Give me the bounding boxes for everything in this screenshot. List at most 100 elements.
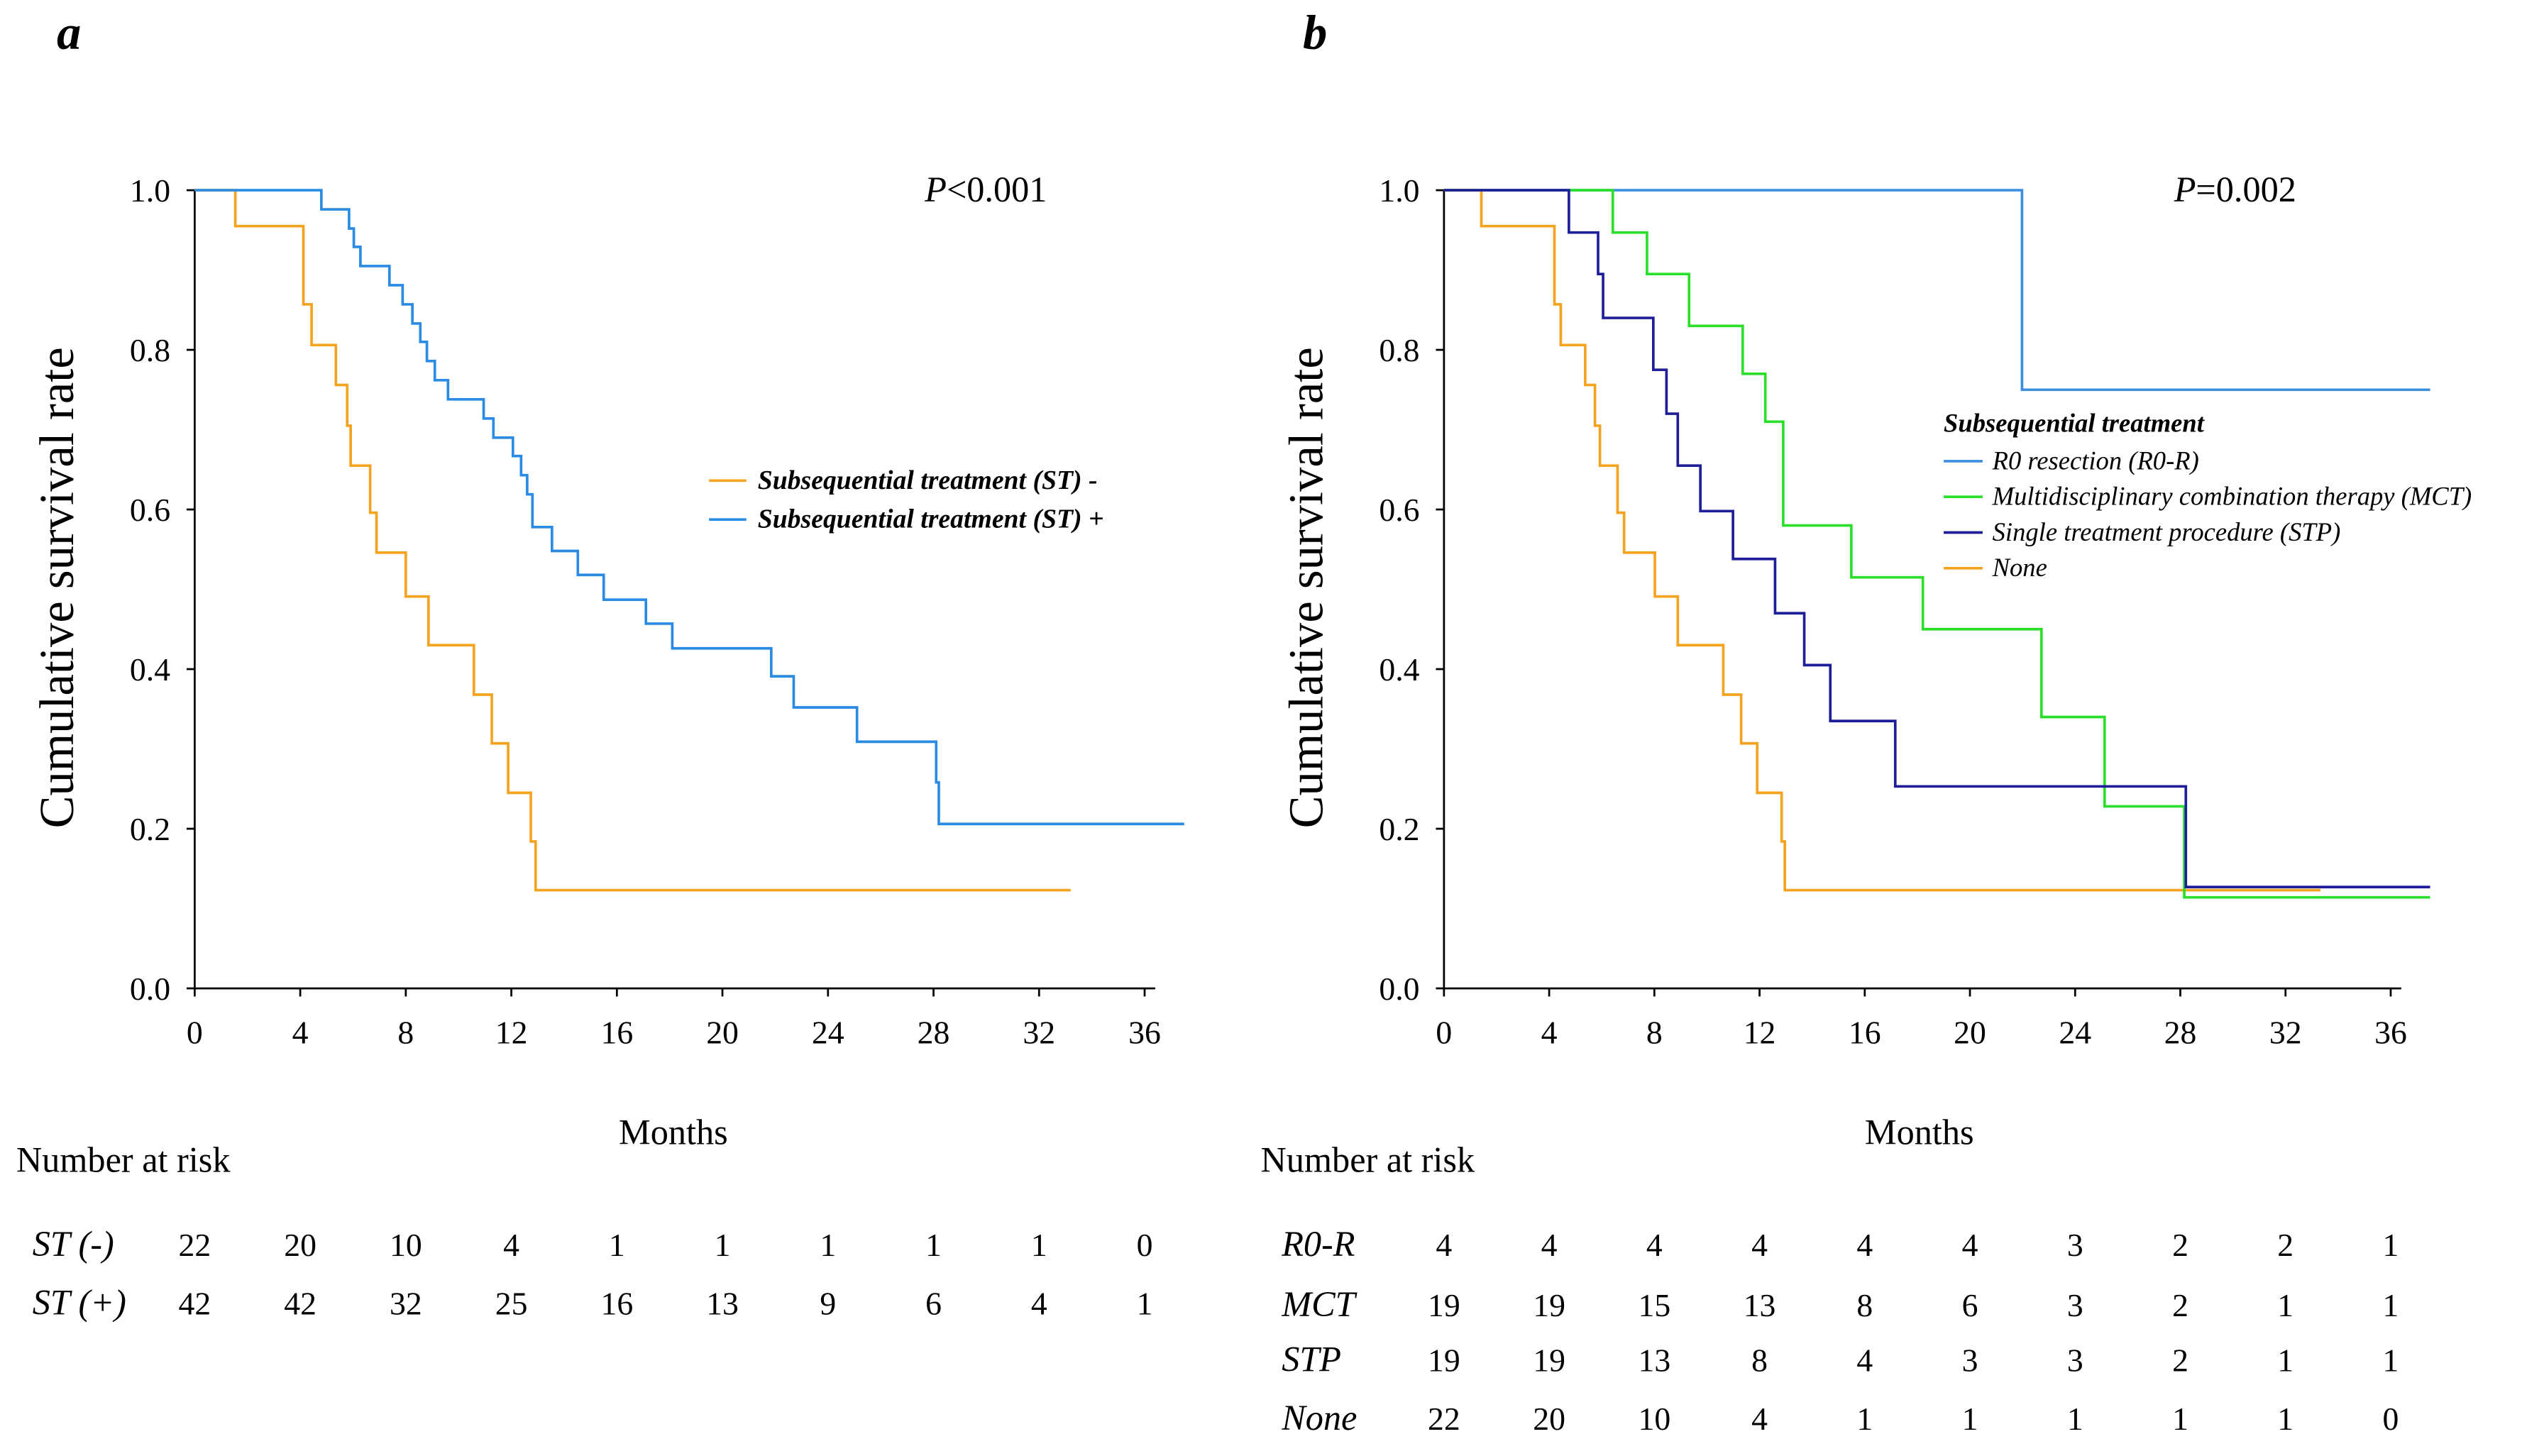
x-tick-label: 24 — [2059, 1015, 2091, 1051]
risk-value: 1 — [1962, 1401, 1978, 1437]
x-tick-label: 32 — [2269, 1015, 2302, 1051]
risk-value: 0 — [1137, 1227, 1153, 1263]
plot-area-b: 0 4 8 12 16 20 24 28 32 360.00.20.40.60.81.0R0 re… — [1281, 172, 2472, 1438]
risk-value: 2 — [2277, 1227, 2294, 1263]
risk-value: 42 — [284, 1286, 316, 1322]
x-axis-label-b: Months — [1865, 1112, 1974, 1152]
risk-value: 1 — [2383, 1287, 2399, 1323]
p-symbol: P — [2174, 170, 2196, 209]
risk-row-label: ST (-) — [33, 1224, 114, 1264]
risk-value: 10 — [390, 1227, 422, 1263]
risk-value: 4 — [1541, 1227, 1558, 1263]
x-tick-label: 0 — [1436, 1015, 1452, 1051]
risk-value: 2 — [2172, 1287, 2188, 1323]
y-tick-label: 1.0 — [130, 172, 170, 209]
legend-label: Single treatment procedure (STP) — [1993, 517, 2341, 546]
risk-value: 1 — [2172, 1401, 2188, 1437]
risk-value: 1 — [715, 1227, 731, 1263]
risk-row-label: STP — [1282, 1340, 1341, 1379]
risk-value: 4 — [1751, 1401, 1768, 1437]
risk-value: 1 — [609, 1227, 625, 1263]
risk-value: 1 — [2383, 1227, 2399, 1263]
y-tick-label: 0.2 — [130, 811, 170, 847]
risk-row-label: R0-R — [1281, 1224, 1355, 1264]
plot-area-a: 0 4 8 12 16 20 24 28 32 360.00.20.40.60.81.0Subse… — [33, 172, 1184, 1323]
risk-value: 1 — [820, 1227, 836, 1263]
survival-curve-none — [1443, 189, 2321, 892]
y-tick-label: 1.0 — [1379, 172, 1419, 209]
y-tick-label: 0.0 — [130, 971, 170, 1007]
x-tick-label: 16 — [1849, 1015, 1881, 1051]
x-tick-label: 16 — [600, 1015, 633, 1051]
panel-b: b P=0.002 Cumulative survival rate Month… — [1260, 6, 2472, 1438]
risk-value: 20 — [284, 1227, 316, 1263]
x-tick-label: 20 — [706, 1015, 739, 1051]
risk-table-title-a: Number at risk — [16, 1140, 231, 1179]
survival-curve-multidisciplinary-combination-therapy-mct — [1443, 189, 2430, 899]
legend-label: Subsequential treatment (ST) + — [758, 504, 1104, 534]
x-tick-label: 28 — [2164, 1015, 2197, 1051]
risk-row-label: ST (+) — [33, 1283, 126, 1323]
x-tick-label: 32 — [1023, 1015, 1055, 1051]
risk-value: 4 — [1646, 1227, 1663, 1263]
y-axis-label-a: Cumulative survival rate — [30, 347, 84, 828]
x-tick-label: 36 — [2374, 1015, 2407, 1051]
risk-value: 0 — [2383, 1401, 2399, 1437]
risk-value: 22 — [179, 1227, 211, 1263]
risk-value: 4 — [1436, 1227, 1452, 1263]
legend-label: R0 resection (R0-R) — [1992, 446, 2199, 475]
risk-value: 4 — [1751, 1227, 1768, 1263]
risk-value: 1 — [2383, 1342, 2399, 1379]
y-tick-label: 0.8 — [130, 332, 170, 368]
x-tick-label: 24 — [812, 1015, 844, 1051]
risk-value: 16 — [600, 1286, 633, 1322]
x-tick-label: 12 — [495, 1015, 528, 1051]
risk-value: 15 — [1638, 1287, 1670, 1323]
risk-value: 20 — [1533, 1401, 1565, 1437]
risk-value: 6 — [1962, 1287, 1978, 1323]
risk-row-label: MCT — [1281, 1284, 1357, 1324]
panel-a: a P<0.001 Cumulative survival rate Month… — [16, 6, 1184, 1323]
x-tick-label: 8 — [1646, 1015, 1663, 1051]
risk-value: 1 — [1137, 1286, 1153, 1322]
risk-value: 22 — [1428, 1401, 1460, 1437]
legend-label: None — [1992, 553, 2047, 582]
risk-value: 3 — [2067, 1342, 2083, 1379]
survival-curve-r0-resection-r0-r — [1443, 189, 2430, 392]
survival-curve-single-treatment-procedure-stp — [1443, 189, 2430, 888]
y-tick-label: 0.4 — [130, 651, 170, 688]
risk-value: 1 — [1031, 1227, 1047, 1263]
x-tick-label: 8 — [397, 1015, 414, 1051]
risk-value: 32 — [390, 1286, 422, 1322]
panel-label-b: b — [1303, 6, 1327, 60]
risk-value: 1 — [2277, 1401, 2294, 1437]
risk-value: 1 — [2067, 1401, 2083, 1437]
p-value-a: P<0.001 — [924, 170, 1047, 209]
risk-value: 10 — [1638, 1401, 1670, 1437]
x-axis-label-a: Months — [619, 1112, 728, 1152]
risk-value: 13 — [1744, 1287, 1776, 1323]
risk-value: 25 — [495, 1286, 528, 1322]
risk-value: 3 — [1962, 1342, 1978, 1379]
risk-table-title-b: Number at risk — [1260, 1140, 1475, 1179]
p-number: <0.001 — [947, 170, 1047, 209]
y-tick-label: 0.4 — [1379, 651, 1419, 688]
x-tick-label: 4 — [1541, 1015, 1558, 1051]
risk-value: 9 — [820, 1286, 836, 1322]
risk-value: 8 — [1856, 1287, 1873, 1323]
risk-value: 1 — [1856, 1401, 1873, 1437]
risk-row-label: None — [1281, 1398, 1357, 1438]
legend-label: Subsequential treatment (ST) - — [758, 465, 1098, 495]
risk-value: 6 — [925, 1286, 942, 1322]
risk-value: 2 — [2172, 1227, 2188, 1263]
risk-value: 4 — [1856, 1227, 1873, 1263]
x-tick-label: 20 — [1954, 1015, 1986, 1051]
risk-value: 42 — [179, 1286, 211, 1322]
risk-value: 3 — [2067, 1287, 2083, 1323]
risk-value: 19 — [1428, 1287, 1460, 1323]
p-value-b: P=0.002 — [2174, 170, 2296, 209]
risk-value: 19 — [1428, 1342, 1460, 1379]
survival-curve-subsequential-treatment-st — [194, 189, 1184, 826]
y-tick-label: 0.6 — [130, 492, 170, 528]
